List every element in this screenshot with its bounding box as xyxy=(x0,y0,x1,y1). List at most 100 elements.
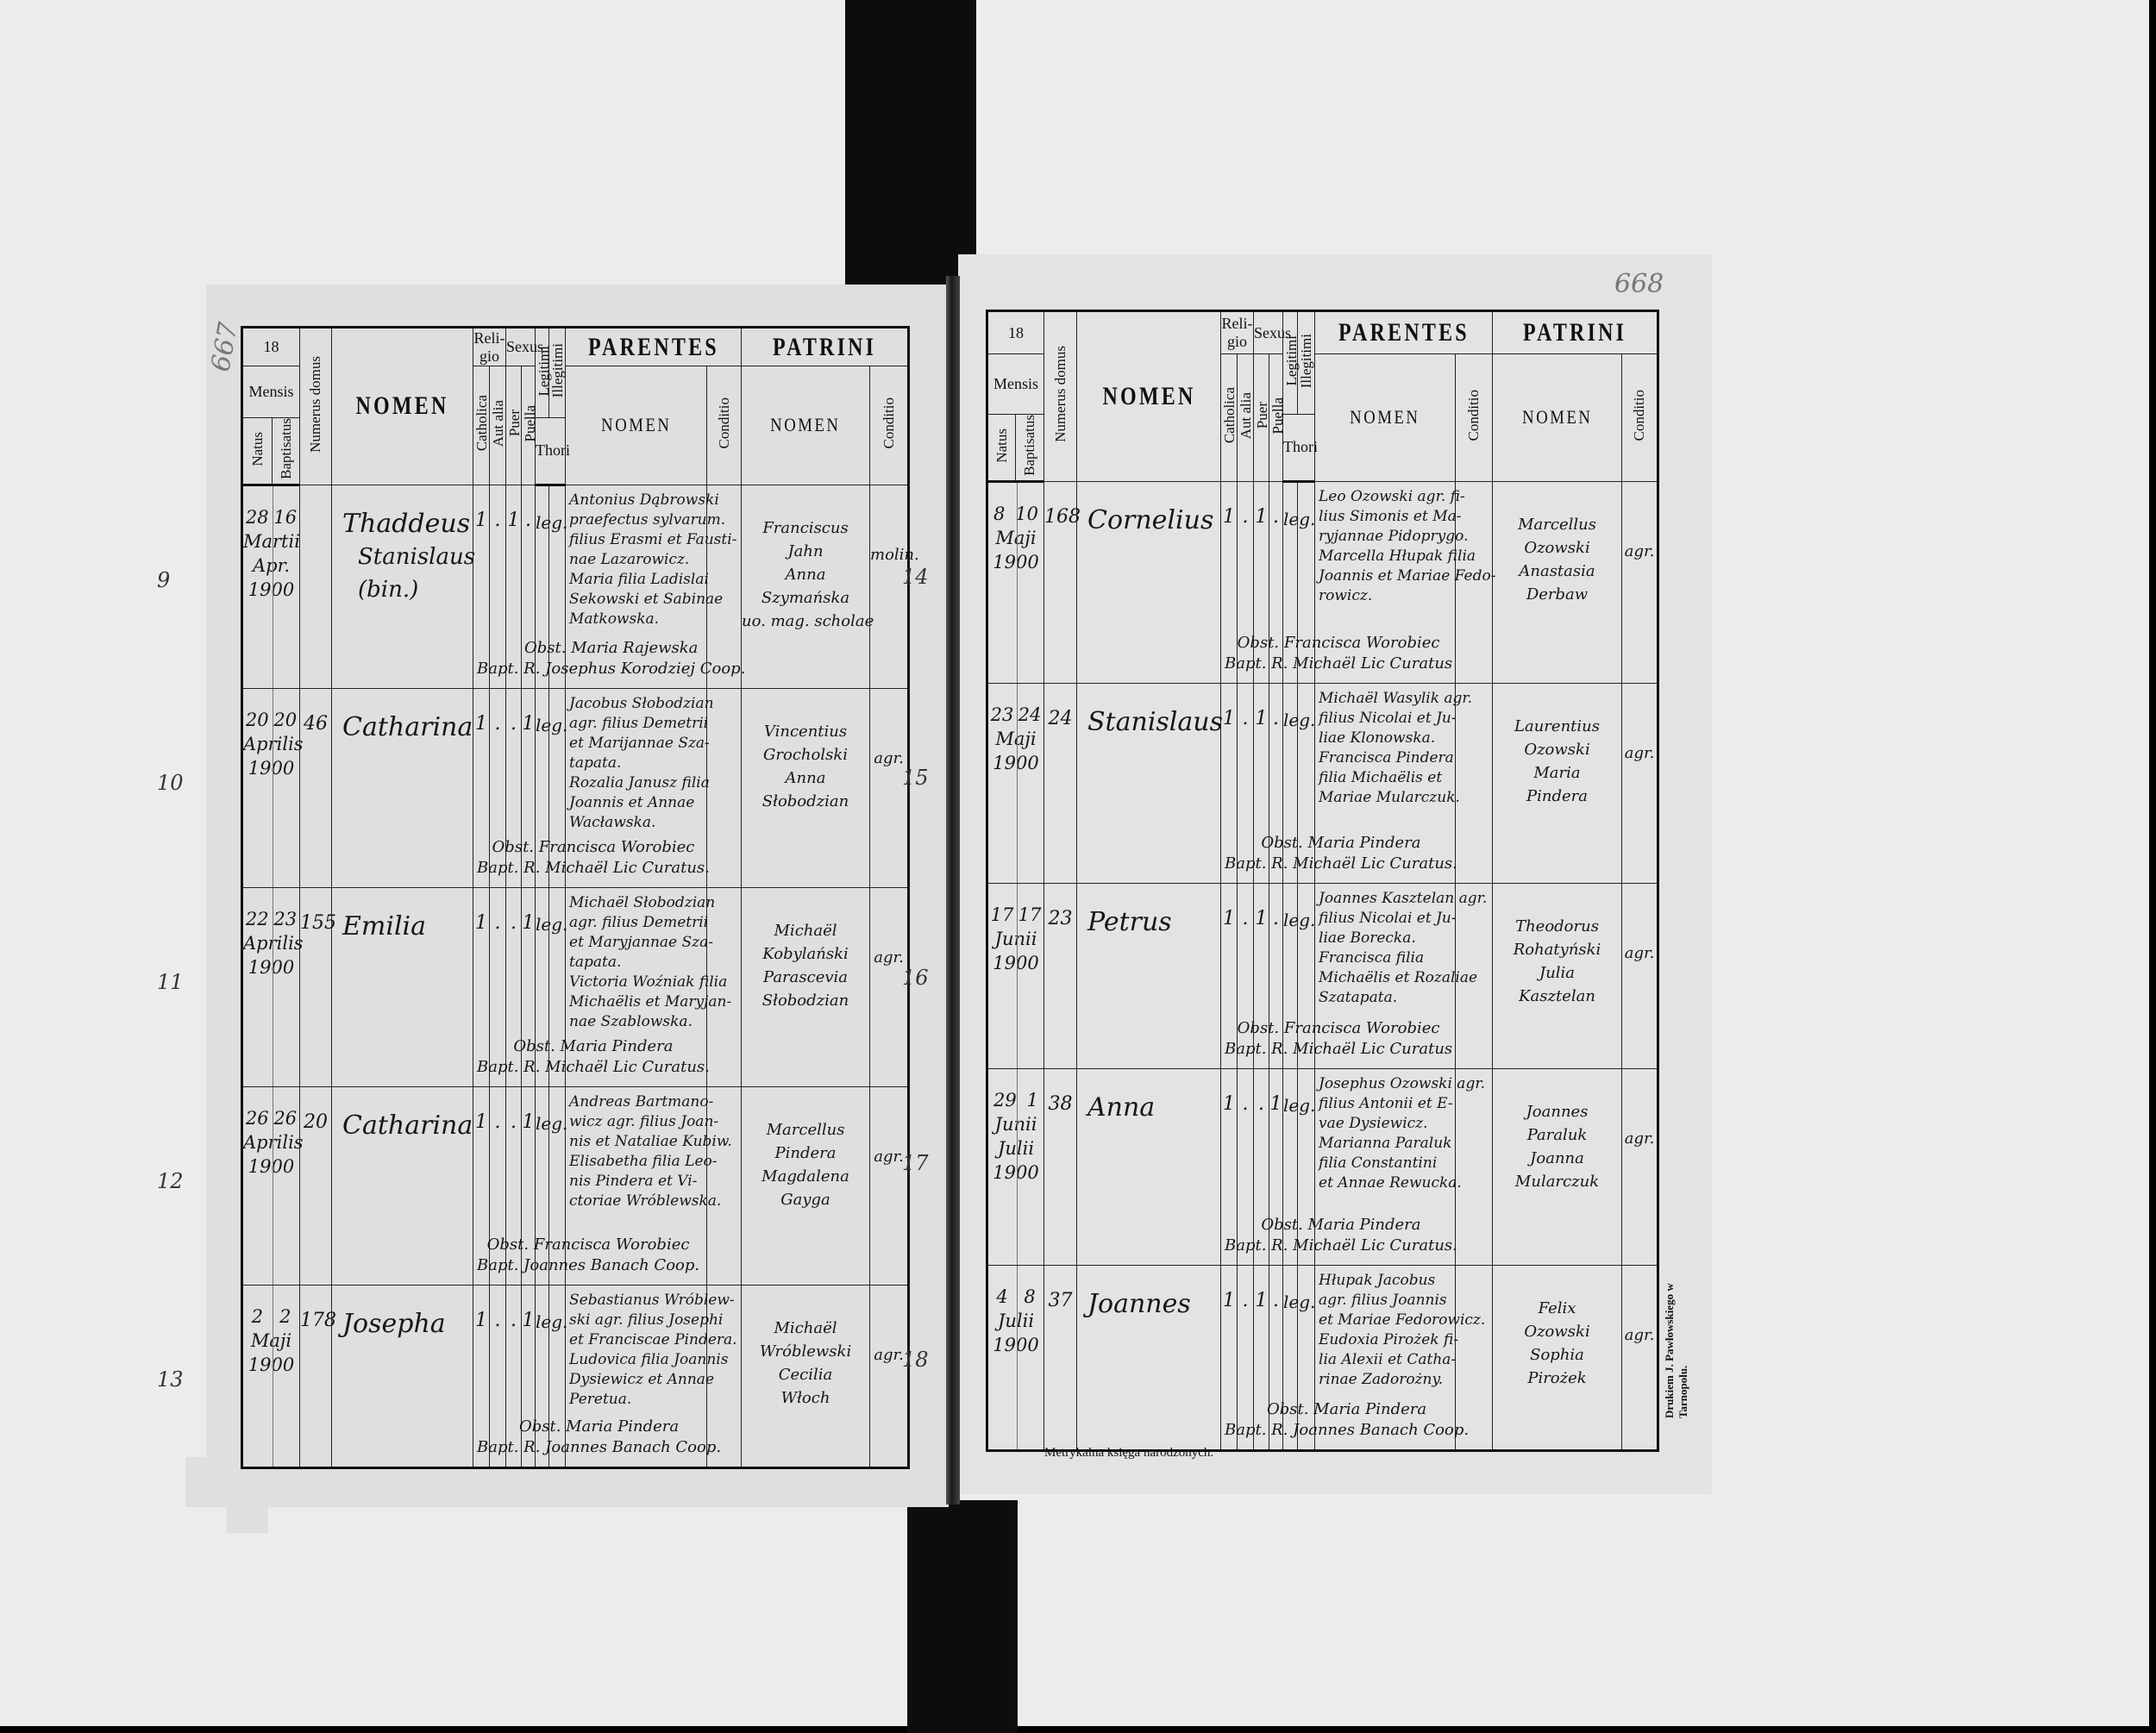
parents-line: filius Antonii et E- xyxy=(1319,1094,1453,1112)
puella-mark: . xyxy=(1268,1264,1284,1451)
obstetrix-baptizer-note: Obst. Maria Pindera Bapt. R. Joannes Bana… xyxy=(1225,1399,1469,1441)
godparent-line: Vincentius xyxy=(763,722,848,741)
house-number: 37 xyxy=(1044,1264,1077,1451)
child-name-line: Catharina xyxy=(342,1110,473,1141)
sexus-header-label: Sexus xyxy=(506,338,544,355)
house-number: 24 xyxy=(1044,682,1077,884)
parents-line: praefectus sylvarum. xyxy=(569,510,726,529)
parents-line: Michaëlis et Rozaliae xyxy=(1319,968,1478,986)
mensis-header: Mensis xyxy=(987,353,1044,415)
day-numbers: 26 26 xyxy=(243,1106,299,1130)
child-name-cell: Joannes xyxy=(1076,1264,1221,1451)
parents-line: Jacobus Słobodzian xyxy=(569,694,714,712)
godparent-line: Cecilia xyxy=(778,1365,833,1384)
parents-line: Francisca filia xyxy=(1319,948,1425,967)
parentes-header: PARENTES xyxy=(1314,310,1494,354)
date-cell: 12 26 26 Aprilis 1900 xyxy=(157,1085,304,1286)
year: 1900 xyxy=(248,956,295,978)
puella-mark: . xyxy=(1268,480,1284,684)
obstetrix-line: Obst. Maria Pindera xyxy=(1261,1215,1421,1234)
patrini-header: PATRINI xyxy=(1492,310,1659,354)
godparent-line: Parascevia xyxy=(763,967,849,986)
child-name-cell: Emilia xyxy=(331,886,473,1087)
patrini-nomen-header: NOMEN xyxy=(741,366,871,485)
baptisatus-header: Baptisatus xyxy=(272,417,300,486)
aut-alia-header: Aut alia xyxy=(489,366,506,485)
month: Maji xyxy=(995,728,1037,749)
parents-line: Michaëlis et Maryjan- xyxy=(569,992,732,1010)
day-numbers: 22 23 xyxy=(243,907,299,931)
godparents-cell: Theodorus Rohatyński Julia Kasztelan xyxy=(1492,882,1623,1069)
child-name-line: Anna xyxy=(1087,1092,1156,1123)
parents-line: ski agr. filius Josephi xyxy=(569,1311,724,1329)
entry-margin-number: 14 xyxy=(902,564,929,589)
parents-line: et Mariae Fedorowicz. xyxy=(1319,1311,1486,1329)
godparent-line: Marcellus xyxy=(766,1120,845,1139)
parents-cell: Michaël Słobodzian agr. filius Demetrii et… xyxy=(565,886,732,1087)
godparents-cell: Michaël Wróblewski Cecilia Włoch xyxy=(741,1284,871,1468)
register-entry-row: 18 4 8 Julii 1900 37 Joannes 1 Obst. Maria Pinde… xyxy=(902,1264,1659,1451)
date-cell: 11 22 23 Aprilis 1900 xyxy=(157,886,304,1087)
natus-day: 20 xyxy=(245,709,269,730)
parents-line: agr. filius Demetrii xyxy=(569,913,709,931)
natus-day: 28 xyxy=(245,506,269,528)
parents-line: nis et Nataliae Kubiw. xyxy=(569,1132,732,1150)
entry-margin-number: 10 xyxy=(157,770,184,795)
month: Aprilis xyxy=(243,1131,304,1153)
godparent-line: Theodorus xyxy=(1515,917,1599,935)
parentes-nomen-header-label: NOMEN xyxy=(600,414,672,436)
godparent-line: Szymańska xyxy=(761,588,850,607)
entry-margin-number: 9 xyxy=(157,567,171,592)
entry-margin-number: 18 xyxy=(902,1347,929,1372)
religio-header: Reli- gio xyxy=(1220,310,1254,354)
parents-condition-cell xyxy=(706,1085,743,1286)
header-row-2: Mensis Catholica Aut alia Puer Puella NOMEN Co… xyxy=(987,353,1659,482)
parents-line: filius Nicolai et Ju- xyxy=(1319,709,1457,727)
catholica-mark: 1 Obst. Maria Rajewska Bapt. R. Josephus K… xyxy=(473,484,745,689)
parents-cell: Andreas Bartmano-wicz agr. filius Joan-n… xyxy=(565,1085,732,1286)
child-name-cell: Thaddeus Stanislaus (bin.) xyxy=(331,484,475,689)
natus-day: 23 xyxy=(990,704,1014,725)
child-name-cell: Stanislaus xyxy=(1076,682,1223,884)
parents-line: Michaël Słobodzian xyxy=(569,893,716,911)
godparent-line: Michaël xyxy=(774,921,837,940)
aut-alia-header-label: Aut alia xyxy=(1238,391,1254,440)
child-name-cell: Catharina xyxy=(331,1085,473,1286)
year-prefix-label: 18 xyxy=(1008,323,1024,341)
header-row-3: Natus Baptisatus Thori xyxy=(241,417,909,486)
parents-line: Marcella Hłupak filia xyxy=(1319,547,1476,565)
godparent-line: Gayga xyxy=(780,1190,830,1209)
catholica-mark: 1 Obst. Maria Pindera Bapt. R. Michaël Lic… xyxy=(473,886,710,1087)
godparent-line: Franciscus xyxy=(762,518,849,537)
month: Maji xyxy=(250,1329,292,1351)
catholica-header: Catholica xyxy=(473,366,490,485)
puella-mark: 1 xyxy=(520,1085,536,1286)
child-name-line: Joannes xyxy=(1087,1288,1191,1319)
parentes-conditio-header-label: Conditio xyxy=(1465,390,1482,441)
parents-line: ryjannae Pidoprygo. xyxy=(1319,527,1469,545)
parents-line: Peretua. xyxy=(569,1390,632,1408)
parents-line: Josephus Ozowski agr. xyxy=(1319,1074,1485,1092)
religio-header-label: Reli- gio xyxy=(473,328,505,365)
parents-line: Eudoxia Pirożek fi- xyxy=(1319,1330,1459,1348)
day-numbers: 17 17 xyxy=(988,903,1044,927)
parents-line: Marianna Paraluk xyxy=(1319,1134,1452,1152)
parents-line: filia Constantini xyxy=(1319,1154,1438,1172)
obstetrix-baptizer-note: Obst. Francisca Worobiec Bapt. R. Michaël… xyxy=(1225,633,1452,674)
day-numbers: 23 24 xyxy=(988,703,1044,727)
parents-line: filia Michaëlis et xyxy=(1319,768,1443,786)
month: Aprilis xyxy=(243,932,304,954)
date-cell: 9 28 16 Martii Apr. 1900 xyxy=(157,484,300,689)
parents-line: Maria filia Ladislai xyxy=(569,570,709,588)
patrini-conditio-header-label: Conditio xyxy=(880,397,897,449)
parents-condition-cell xyxy=(706,1284,743,1468)
day-numbers: 8 10 xyxy=(988,502,1044,526)
godparents-condition: agr. xyxy=(1621,682,1659,884)
parents-line: Sebastianus Wróblew- xyxy=(569,1291,735,1309)
date-cell: 18 4 8 Julii 1900 xyxy=(902,1264,1044,1451)
illegitimi-header: Illegitimi xyxy=(1297,310,1316,415)
baptizer-line: Bapt. R. Josephus Korodziej Coop. xyxy=(477,659,746,678)
catholica-mark: 1 Obst. Maria Pindera Bapt. R. Joannes Ban… xyxy=(1220,1264,1469,1451)
godparents-cell: Marcellus Ozowski Anastasia Derbaw xyxy=(1492,480,1623,684)
